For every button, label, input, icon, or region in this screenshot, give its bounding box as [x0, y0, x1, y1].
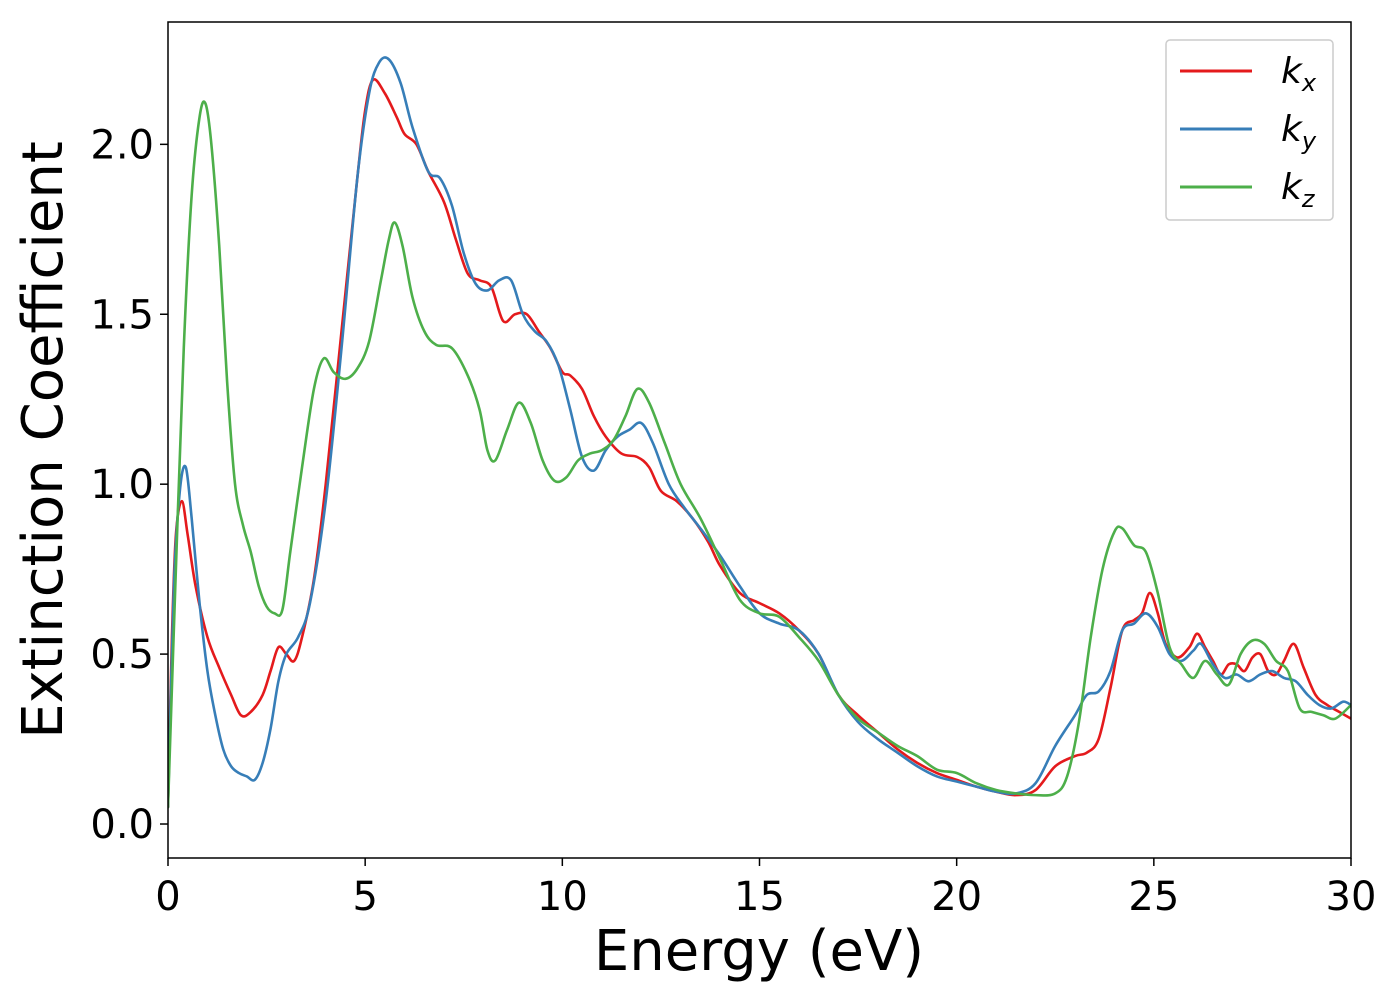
x-axis-ticks: 0 5 10 15 20 25 30 — [155, 858, 1376, 920]
x-tick-label: 15 — [734, 874, 785, 920]
series-line-ky — [168, 56, 1351, 809]
x-tick-label: 10 — [537, 874, 588, 920]
legend-label-ky: ky — [1281, 109, 1317, 155]
y-tick-label: 2.0 — [90, 122, 154, 168]
legend-label-main: k — [1281, 109, 1304, 150]
x-tick-label: 25 — [1128, 874, 1179, 920]
legend-label-subscript: y — [1301, 127, 1317, 155]
y-tick-label: 0.5 — [90, 632, 154, 678]
legend-label-subscript: x — [1301, 69, 1317, 97]
series-layer — [168, 56, 1351, 809]
y-tick-label: 1.0 — [90, 462, 154, 508]
series-line-kz — [168, 100, 1351, 809]
x-tick-label: 0 — [155, 874, 180, 920]
y-axis-title: Extinction Coefficient — [11, 141, 76, 739]
y-tick-label: 1.5 — [90, 292, 154, 338]
legend-label-main: k — [1281, 51, 1304, 92]
legend-label-kx: kx — [1281, 51, 1317, 97]
x-tick-label: 20 — [931, 874, 982, 920]
y-tick-label: 0.0 — [90, 802, 154, 848]
legend-label-kz: kz — [1281, 167, 1316, 213]
legend-label-subscript: z — [1301, 185, 1316, 213]
x-axis-title: Energy (eV) — [594, 919, 924, 984]
legend-label-main: k — [1281, 167, 1304, 208]
x-tick-label: 30 — [1326, 874, 1377, 920]
y-axis-ticks: 0.0 0.5 1.0 1.5 2.0 — [90, 122, 168, 848]
x-tick-label: 5 — [352, 874, 377, 920]
